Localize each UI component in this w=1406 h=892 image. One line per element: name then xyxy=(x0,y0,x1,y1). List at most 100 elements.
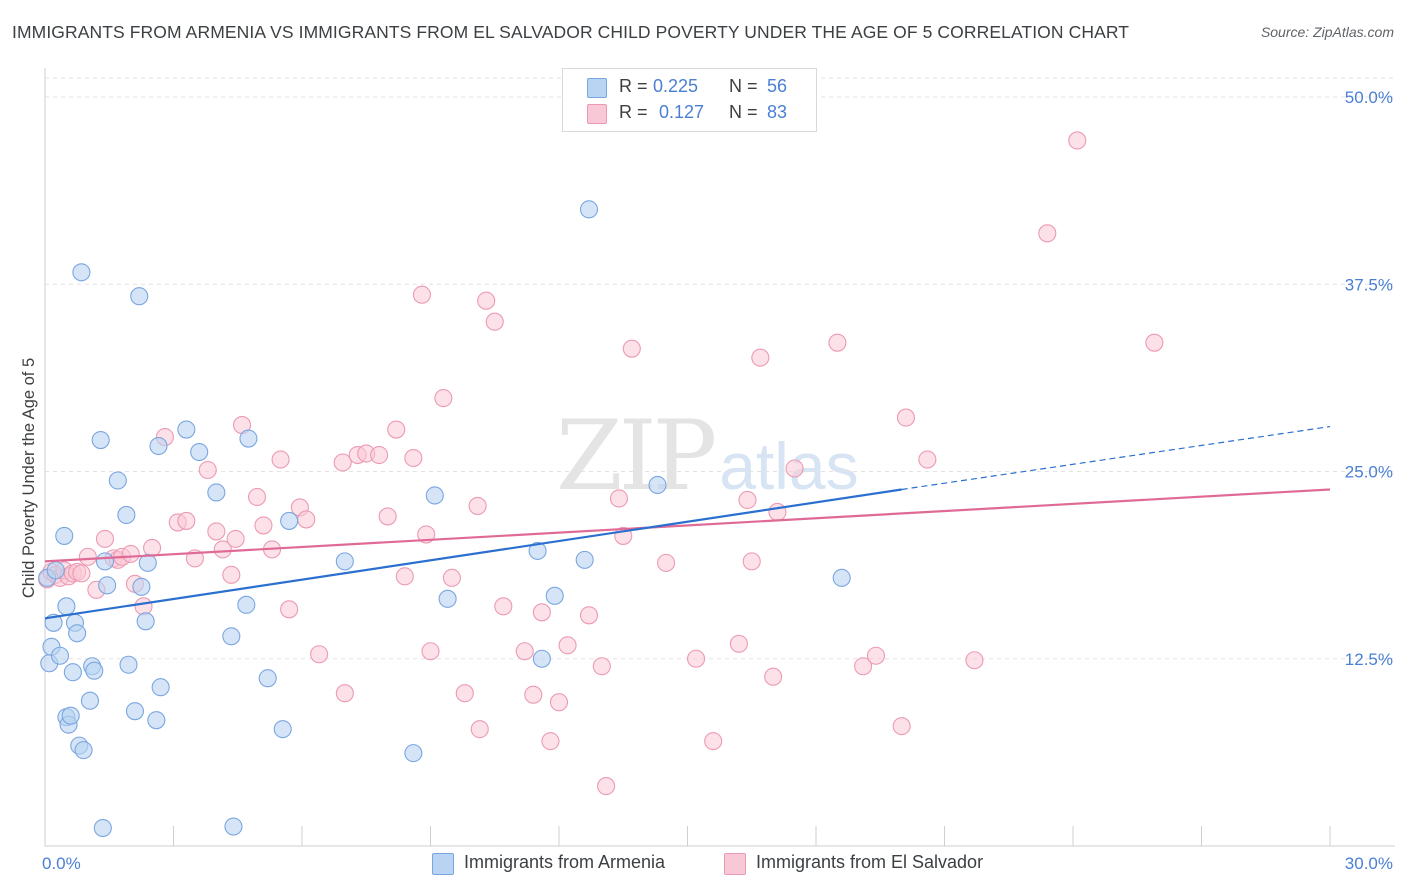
armenia-legend-swatch xyxy=(432,853,454,875)
salvador-legend-label: Immigrants from El Salvador xyxy=(756,852,984,872)
gridlines xyxy=(45,77,1395,660)
armenia-point xyxy=(224,817,243,836)
salvador-point xyxy=(704,732,723,751)
armenia-point xyxy=(258,669,277,688)
armenia-point xyxy=(273,720,292,739)
armenia-point xyxy=(93,818,112,838)
salvador-point xyxy=(78,547,97,566)
x-tick-label-max: 30.0% xyxy=(1345,854,1393,873)
salvador-point xyxy=(657,553,676,572)
armenia-swatch xyxy=(587,78,607,98)
salvador-point xyxy=(751,348,770,367)
armenia-trend-line xyxy=(44,488,902,620)
legend-n-value: 56 xyxy=(767,76,788,96)
armenia-point xyxy=(280,511,299,530)
armenia-point xyxy=(117,505,136,524)
salvador-point xyxy=(470,720,489,739)
salvador-point xyxy=(177,511,196,530)
y-tick-label: 50.0% xyxy=(1345,88,1393,107)
salvador-point xyxy=(143,538,162,557)
salvador-point xyxy=(335,684,354,703)
salvador-trend-line xyxy=(44,488,1331,563)
salvador-point xyxy=(1038,224,1057,243)
armenia-point xyxy=(237,595,256,614)
salvador-point xyxy=(597,777,616,796)
armenia-point xyxy=(222,627,241,646)
armenia-point xyxy=(648,475,667,495)
armenia-point xyxy=(190,442,209,462)
salvador-point xyxy=(866,646,886,665)
salvador-point xyxy=(468,496,487,516)
salvador-point xyxy=(213,540,232,559)
armenia-point xyxy=(147,711,166,730)
armenia-point xyxy=(207,483,226,502)
armenia-point xyxy=(130,287,149,306)
armenia-point xyxy=(119,655,138,674)
salvador-point xyxy=(271,450,290,469)
armenia-point xyxy=(46,561,65,580)
armenia-points xyxy=(38,200,851,838)
salvador-points xyxy=(38,131,1164,796)
salvador-point xyxy=(455,684,474,703)
armenia-point xyxy=(68,624,87,643)
salvador-point xyxy=(592,657,611,676)
legend-n-label: N = xyxy=(729,102,758,122)
salvador-point xyxy=(609,489,629,508)
salvador-point xyxy=(494,597,513,616)
armenia-point xyxy=(63,663,82,682)
armenia-point xyxy=(575,550,594,569)
salvador-point xyxy=(579,606,599,625)
salvador-swatch xyxy=(587,104,607,124)
salvador-point xyxy=(442,568,461,587)
armenia-trend-extension xyxy=(901,425,1331,491)
salvador-point xyxy=(207,522,226,541)
salvador-point xyxy=(892,717,911,736)
salvador-point xyxy=(370,445,389,465)
salvador-point xyxy=(226,529,245,548)
salvador-point xyxy=(524,685,543,704)
salvador-point xyxy=(918,450,937,469)
salvador-point xyxy=(828,333,847,352)
armenia-point xyxy=(532,649,551,668)
armenia-point xyxy=(80,691,100,710)
armenia-point xyxy=(50,646,70,665)
armenia-point xyxy=(61,706,80,725)
salvador-point xyxy=(421,642,440,661)
salvador-point xyxy=(198,460,217,480)
salvador-point xyxy=(1068,131,1087,150)
salvador-point xyxy=(297,510,316,529)
armenia-point xyxy=(438,589,457,608)
armenia-point xyxy=(55,526,74,545)
correlation-legend: R = 0.225 N = 56 R = 0.127 N = 83 xyxy=(562,68,817,132)
salvador-point xyxy=(729,634,748,653)
salvador-point xyxy=(254,516,273,535)
salvador-point xyxy=(515,642,534,661)
salvador-point xyxy=(95,529,115,548)
salvador-point xyxy=(785,459,804,478)
salvador-point xyxy=(485,312,504,331)
salvador-point xyxy=(280,600,299,619)
salvador-legend-swatch xyxy=(724,853,746,875)
y-axis-title: Child Poverty Under the Age of 5 xyxy=(20,358,38,598)
salvador-point xyxy=(434,389,453,408)
armenia-point xyxy=(74,741,93,760)
salvador-point xyxy=(896,408,916,427)
y-tick-label: 12.5% xyxy=(1345,650,1393,669)
salvador-point xyxy=(541,732,560,751)
axes xyxy=(44,68,1395,847)
salvador-point xyxy=(378,507,397,526)
armenia-point xyxy=(138,553,157,572)
salvador-point xyxy=(558,636,577,655)
salvador-point xyxy=(395,567,414,586)
salvador-point xyxy=(222,565,241,584)
salvador-point xyxy=(532,603,551,622)
salvador-point xyxy=(854,657,873,676)
salvador-point xyxy=(768,502,787,521)
armenia-point xyxy=(91,430,110,450)
armenia-point xyxy=(404,744,423,763)
salvador-point xyxy=(965,651,984,670)
salvador-point xyxy=(310,645,329,664)
armenia-point xyxy=(149,436,168,456)
armenia-point xyxy=(832,568,851,587)
